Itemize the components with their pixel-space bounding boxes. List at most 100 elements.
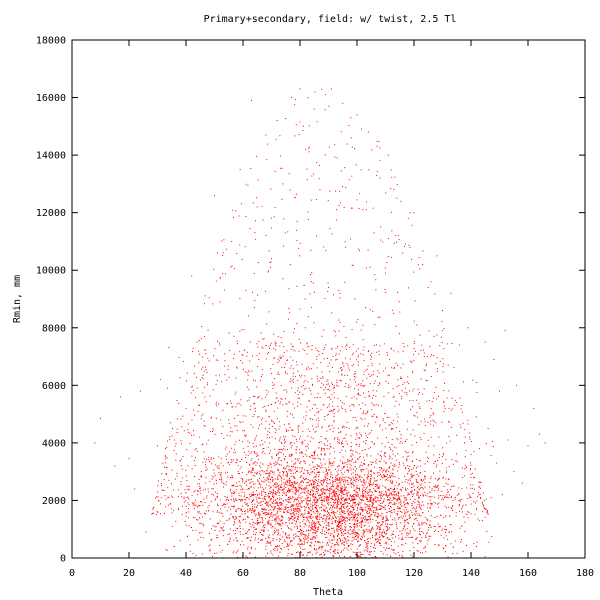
data-point: [384, 508, 386, 510]
data-point: [187, 508, 189, 510]
data-point: [359, 554, 361, 556]
data-point: [456, 552, 458, 554]
data-point: [356, 458, 358, 460]
data-point: [464, 521, 466, 523]
data-point: [321, 447, 323, 449]
data-point: [352, 500, 354, 502]
data-point: [285, 532, 287, 534]
data-point: [337, 411, 339, 413]
data-point: [314, 498, 316, 500]
data-point: [340, 538, 342, 540]
data-point: [439, 470, 441, 472]
data-point: [274, 438, 276, 440]
data-point: [350, 505, 352, 507]
data-point: [387, 529, 389, 531]
data-point: [386, 526, 388, 528]
data-point: [308, 537, 310, 539]
data-point: [369, 530, 371, 532]
data-point: [301, 496, 303, 498]
data-point: [303, 491, 305, 493]
data-point: [308, 500, 310, 502]
data-point: [340, 489, 342, 491]
data-point: [344, 502, 346, 504]
data-point: [239, 515, 241, 517]
data-point: [334, 468, 336, 470]
data-point: [235, 499, 237, 501]
data-point: [358, 504, 360, 506]
data-point: [434, 460, 436, 462]
data-point: [533, 407, 535, 409]
data-point: [385, 463, 387, 465]
data-point: [403, 515, 405, 517]
data-point: [197, 539, 199, 541]
data-point: [298, 489, 300, 491]
data-point: [315, 508, 317, 510]
data-point: [245, 532, 247, 534]
data-point: [302, 422, 304, 424]
data-point: [357, 459, 359, 461]
data-point: [398, 484, 400, 486]
data-point: [257, 497, 259, 499]
data-point: [407, 522, 409, 524]
data-point: [366, 539, 368, 541]
data-point: [299, 467, 301, 469]
data-point: [367, 508, 369, 510]
data-point: [311, 378, 313, 380]
data-point: [263, 530, 265, 532]
data-point: [289, 479, 291, 481]
data-point: [445, 545, 447, 547]
data-point: [433, 525, 435, 527]
data-point: [336, 484, 338, 486]
data-point: [403, 519, 405, 521]
data-point: [171, 525, 173, 527]
data-point: [265, 509, 267, 511]
data-point: [242, 478, 244, 480]
data-point: [369, 537, 371, 539]
data-point: [311, 528, 313, 530]
data-point: [358, 488, 360, 490]
data-point: [217, 537, 219, 539]
data-point: [395, 536, 397, 538]
data-point: [275, 514, 277, 516]
data-point: [369, 529, 371, 531]
data-point: [258, 482, 260, 484]
data-point: [262, 406, 264, 408]
data-point: [313, 522, 315, 524]
data-point: [308, 529, 310, 531]
data-point: [337, 516, 339, 518]
data-point: [220, 476, 222, 478]
data-point: [418, 522, 420, 524]
data-point: [232, 485, 234, 487]
data-point: [350, 481, 352, 483]
data-point: [361, 450, 363, 452]
data-point: [216, 379, 218, 381]
data-point: [243, 518, 245, 520]
data-point: [390, 515, 392, 517]
data-point: [340, 350, 342, 352]
data-point: [411, 475, 413, 477]
data-point: [392, 534, 394, 536]
data-point: [254, 494, 256, 496]
data-point: [398, 537, 400, 539]
data-point: [390, 472, 392, 474]
data-point: [337, 497, 339, 499]
data-point: [233, 485, 235, 487]
data-point: [292, 375, 294, 377]
data-point: [268, 521, 270, 523]
data-point: [438, 526, 440, 528]
data-point: [403, 346, 405, 348]
data-point: [332, 521, 334, 523]
data-point: [212, 488, 214, 490]
data-point: [386, 416, 388, 418]
data-point: [315, 537, 317, 539]
data-point: [354, 466, 356, 468]
data-point: [373, 232, 375, 234]
data-point: [343, 534, 345, 536]
data-point: [363, 532, 365, 534]
data-point: [289, 518, 291, 520]
data-point: [309, 551, 311, 553]
data-point: [333, 438, 335, 440]
data-point: [442, 476, 444, 478]
data-point: [271, 516, 273, 518]
data-point: [409, 514, 411, 516]
